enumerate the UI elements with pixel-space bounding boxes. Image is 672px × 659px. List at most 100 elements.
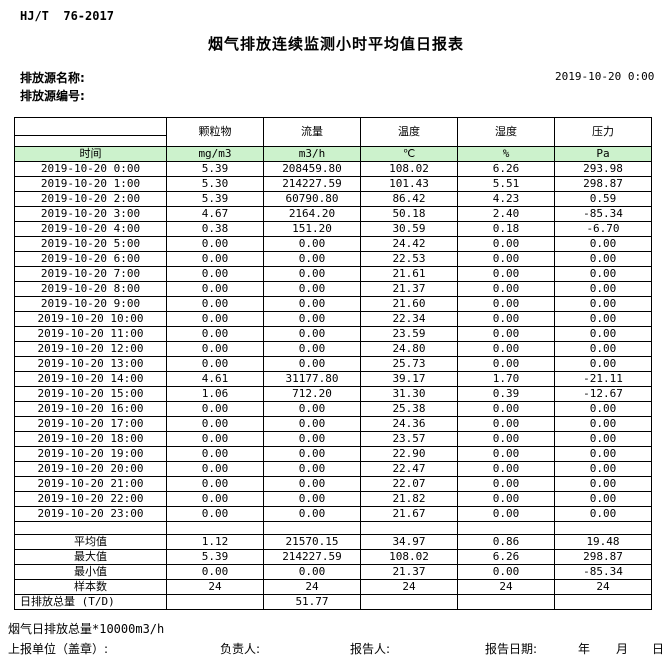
value-cell: 4.61 [166, 371, 264, 387]
value-cell: 0.00 [166, 356, 264, 372]
value-cell: 0.00 [457, 416, 555, 432]
reporter-label: 报告人: [350, 642, 391, 656]
value-cell: 0.00 [457, 446, 555, 462]
spacer-cell [14, 521, 167, 535]
value-cell: 5.39 [166, 161, 264, 177]
summary-value-cell: 24 [554, 579, 652, 595]
time-cell: 2019-10-20 18:00 [14, 431, 167, 447]
table-row: 2019-10-20 5:00 0.00 0.00 24.42 0.00 0.00 [14, 236, 652, 252]
spacer-cell [554, 521, 652, 535]
value-cell: 6.26 [457, 161, 555, 177]
standard-code: HJ/T 76-2017 [20, 9, 114, 23]
time-cell: 2019-10-20 17:00 [14, 416, 167, 432]
year-label: 年 [578, 642, 591, 656]
value-cell: 0.00 [166, 311, 264, 327]
value-cell: 0.00 [554, 251, 652, 267]
value-cell: 0.00 [263, 416, 361, 432]
value-cell: 0.00 [263, 506, 361, 522]
header-flow: 流量 [263, 117, 361, 147]
summary-label-cell: 最小值 [14, 564, 167, 580]
table-row: 2019-10-20 1:00 5.30 214227.59 101.43 5.51 29… [14, 176, 652, 192]
value-cell: 151.20 [263, 221, 361, 237]
time-cell: 2019-10-20 15:00 [14, 386, 167, 402]
value-cell: 0.00 [263, 296, 361, 312]
value-cell: 0.00 [263, 266, 361, 282]
value-cell: 1.70 [457, 371, 555, 387]
summary-value-cell: 0.00 [457, 564, 555, 580]
summary-value-cell: 0.86 [457, 534, 555, 550]
unit-flow: m3/h [263, 146, 361, 162]
value-cell: 0.00 [554, 341, 652, 357]
spacer-cell [166, 521, 264, 535]
value-cell: 22.53 [360, 251, 458, 267]
value-cell: 0.00 [263, 251, 361, 267]
value-cell: 0.00 [166, 431, 264, 447]
summary-value-cell: 0.00 [263, 564, 361, 580]
table-row: 2019-10-20 9:00 0.00 0.00 21.60 0.00 0.00 [14, 296, 652, 312]
value-cell: 0.00 [263, 491, 361, 507]
value-cell: 293.98 [554, 161, 652, 177]
value-cell: 0.00 [457, 491, 555, 507]
summary-value-cell: 6.26 [457, 549, 555, 565]
spacer-row [14, 521, 652, 535]
value-cell: 5.30 [166, 176, 264, 192]
value-cell: 0.00 [457, 236, 555, 252]
value-cell: 21.82 [360, 491, 458, 507]
day-label: 日 [652, 642, 665, 656]
value-cell: 0.00 [554, 296, 652, 312]
value-cell: 0.00 [554, 506, 652, 522]
value-cell: 0.00 [554, 281, 652, 297]
summary-value-cell: 5.39 [166, 549, 264, 565]
value-cell: 0.00 [263, 311, 361, 327]
time-cell: 2019-10-20 4:00 [14, 221, 167, 237]
table-row: 2019-10-20 17:00 0.00 0.00 24.36 0.00 0.00 [14, 416, 652, 432]
value-cell: 0.00 [554, 446, 652, 462]
value-cell: 0.00 [457, 431, 555, 447]
time-cell: 2019-10-20 14:00 [14, 371, 167, 387]
header-temperature: 温度 [360, 117, 458, 147]
table-row: 2019-10-20 6:00 0.00 0.00 22.53 0.00 0.00 [14, 251, 652, 267]
time-cell: 2019-10-20 16:00 [14, 401, 167, 417]
summary-value-cell: 51.77 [263, 594, 361, 610]
value-cell: 0.00 [554, 416, 652, 432]
value-cell: 0.00 [554, 401, 652, 417]
header-empty-top-cell [14, 117, 167, 136]
value-cell: 0.59 [554, 191, 652, 207]
value-cell: 31177.80 [263, 371, 361, 387]
value-cell: 0.00 [554, 476, 652, 492]
value-cell: 0.00 [166, 266, 264, 282]
summary-value-cell: 19.48 [554, 534, 652, 550]
value-cell: 0.00 [554, 236, 652, 252]
value-cell: 0.18 [457, 221, 555, 237]
value-cell: 0.00 [554, 431, 652, 447]
table-row: 2019-10-20 22:00 0.00 0.00 21.82 0.00 0.00 [14, 491, 652, 507]
value-cell: 60790.80 [263, 191, 361, 207]
time-cell: 2019-10-20 0:00 [14, 161, 167, 177]
summary-label-cell: 平均值 [14, 534, 167, 550]
value-cell: 21.60 [360, 296, 458, 312]
value-cell: 5.51 [457, 176, 555, 192]
time-cell: 2019-10-20 8:00 [14, 281, 167, 297]
table-row: 2019-10-20 19:00 0.00 0.00 22.90 0.00 0.00 [14, 446, 652, 462]
value-cell: 208459.80 [263, 161, 361, 177]
value-cell: 0.00 [457, 506, 555, 522]
time-cell: 2019-10-20 6:00 [14, 251, 167, 267]
time-cell: 2019-10-20 13:00 [14, 356, 167, 372]
value-cell: 0.00 [263, 446, 361, 462]
table-row: 2019-10-20 2:00 5.39 60790.80 86.42 4.23 0.59 [14, 191, 652, 207]
value-cell: 0.00 [166, 236, 264, 252]
value-cell: 24.80 [360, 341, 458, 357]
value-cell: 0.00 [166, 251, 264, 267]
time-cell: 2019-10-20 11:00 [14, 326, 167, 342]
summary-value-cell [360, 594, 458, 610]
summary-value-cell: 0.00 [166, 564, 264, 580]
summary-row: 日排放总量 (T/D) 51.77 [14, 594, 652, 610]
value-cell: 0.00 [263, 281, 361, 297]
time-cell: 2019-10-20 22:00 [14, 491, 167, 507]
header-empty-bottom-cell [14, 135, 167, 147]
value-cell: 31.30 [360, 386, 458, 402]
summary-row: 平均值 1.12 21570.15 34.97 0.86 19.48 [14, 534, 652, 550]
value-cell: 0.00 [263, 461, 361, 477]
summary-value-cell [166, 594, 264, 610]
summary-value-cell: -85.34 [554, 564, 652, 580]
